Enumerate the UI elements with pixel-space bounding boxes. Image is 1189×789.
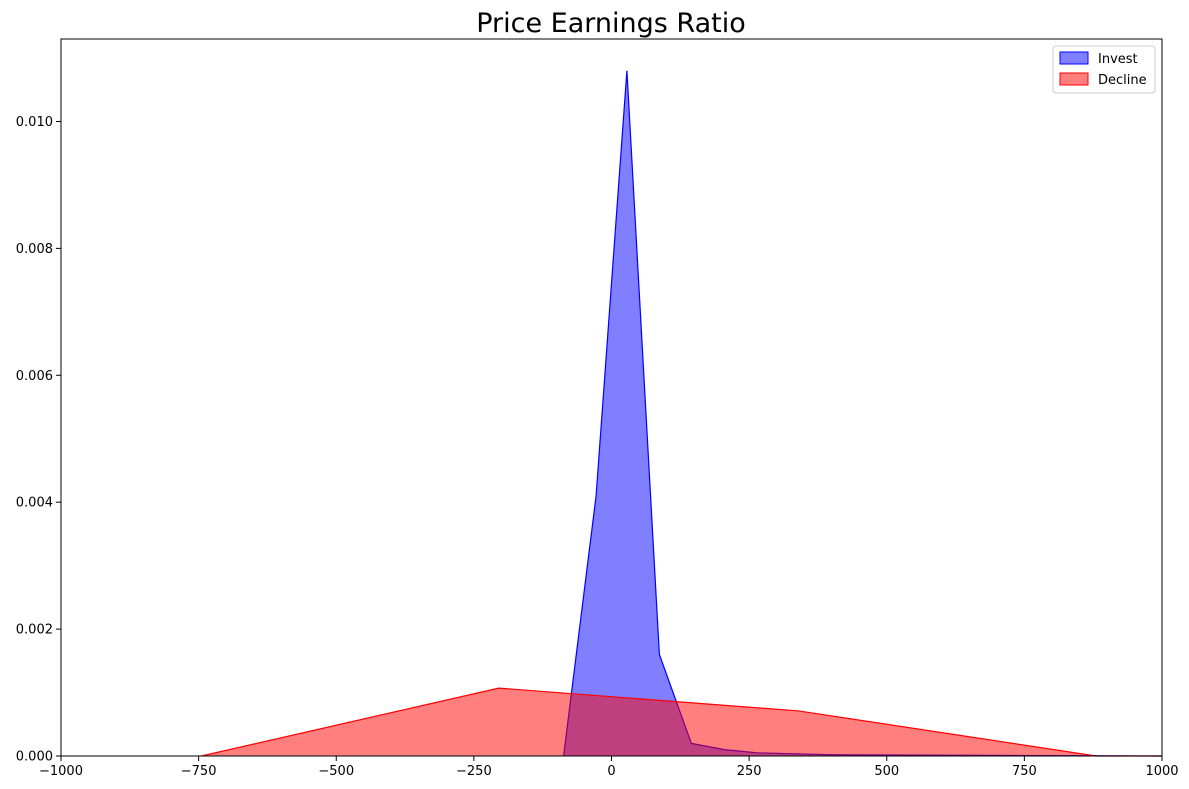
legend-label-invest: Invest xyxy=(1098,52,1138,67)
x-tick-label: 250 xyxy=(737,764,762,779)
y-tick-label: 0.000 xyxy=(16,750,53,765)
x-tick-label: 500 xyxy=(874,764,899,779)
series-area-decline xyxy=(201,688,1162,756)
series-area-invest xyxy=(563,70,1162,757)
x-tick-label: 1000 xyxy=(1145,764,1178,779)
y-tick-label: 0.008 xyxy=(16,242,53,257)
series-layer xyxy=(201,70,1163,757)
y-tick-label: 0.010 xyxy=(16,115,53,130)
chart-title: Price Earnings Ratio xyxy=(476,8,746,39)
y-tick-label: 0.004 xyxy=(16,496,53,511)
legend-label-decline: Decline xyxy=(1098,73,1147,88)
x-tick-label: −500 xyxy=(318,764,354,779)
legend: Invest Decline xyxy=(1052,45,1156,94)
x-tick-label: −750 xyxy=(181,764,217,779)
y-tick-label: 0.002 xyxy=(16,623,53,638)
y-tick-label: 0.006 xyxy=(16,369,53,384)
x-axis: −1000 −750 −500 −250 0 250 500 750 1000 xyxy=(39,756,1179,779)
legend-swatch-decline xyxy=(1059,72,1089,86)
x-tick-label: −250 xyxy=(456,764,492,779)
x-tick-label: −1000 xyxy=(39,764,83,779)
legend-swatch-invest xyxy=(1059,51,1089,65)
y-axis: 0.000 0.002 0.004 0.006 0.008 0.010 xyxy=(16,115,61,765)
x-tick-label: 0 xyxy=(607,764,615,779)
x-tick-label: 750 xyxy=(1012,764,1037,779)
